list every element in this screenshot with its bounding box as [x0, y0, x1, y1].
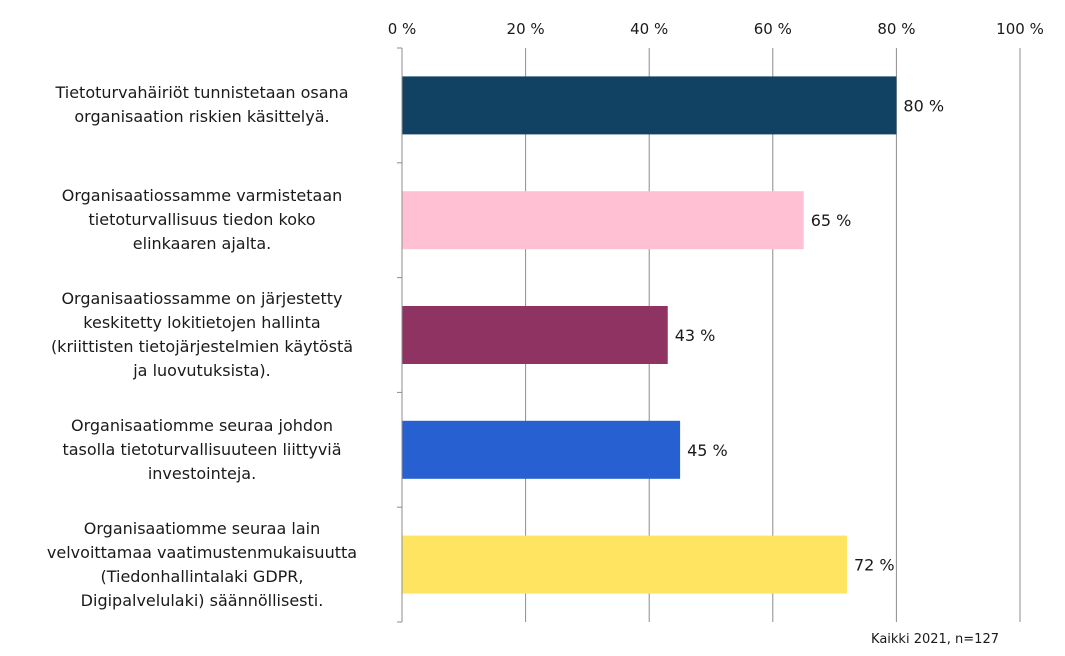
category-label-line: tietoturvallisuus tiedon koko: [88, 210, 316, 230]
x-tick-label: 40 %: [630, 20, 668, 38]
bar: [402, 191, 804, 250]
data-label: 45 %: [687, 441, 728, 460]
data-labels: 80 % 65 % 43 % 45 % 72 %: [675, 96, 944, 574]
bar: [402, 76, 897, 135]
bar: [402, 306, 668, 364]
category-label: Organisaatiomme seuraa johdon tasolla tie…: [12, 414, 392, 486]
category-label-line: Tietoturvahäiriöt tunnistetaan osana: [55, 83, 349, 103]
category-label-line: elinkaaren ajalta.: [132, 234, 272, 254]
category-label-line: organisaation riskien käsittelyä.: [74, 107, 330, 127]
data-label: 43 %: [675, 326, 716, 345]
category-label-line: (kriittisten tietojärjestelmien käytöstä: [50, 337, 354, 356]
category-label: Organisaatiomme seuraa lain velvoittamaa …: [12, 517, 392, 613]
x-axis-tick-labels: 0 % 20 % 40 % 60 % 80 % 100 %: [388, 20, 1044, 38]
category-label-line: Organisaatiomme seuraa lain: [83, 518, 321, 538]
category-label-line: (Tiedonhallintalaki GDPR,: [100, 566, 304, 586]
x-tick-label: 80 %: [877, 20, 915, 38]
x-tick-label: 0 %: [388, 20, 417, 38]
bars: [402, 76, 897, 594]
category-label-line: velvoittamaa vaatimustenmukaisuutta: [46, 542, 358, 562]
bar: [402, 535, 847, 594]
data-label: 65 %: [811, 211, 852, 230]
data-label: 80 %: [903, 96, 944, 115]
bar: [402, 420, 681, 479]
category-label-line: Organisaatiossamme on järjestetty: [61, 289, 343, 308]
y-axis: [397, 47, 403, 623]
category-label-line: Digipalvelulaki) säännöllisesti.: [80, 590, 324, 610]
x-tick-label: 20 %: [507, 20, 545, 38]
category-label-line: tasolla tietoturvallisuuteen liittyviä: [62, 439, 342, 459]
x-tick-label: 100 %: [996, 20, 1044, 38]
category-label-line: Organisaatiomme seuraa johdon: [70, 415, 334, 435]
category-label-line: keskitetty lokitietojen hallinta: [83, 313, 321, 332]
category-label: Organisaatiossamme varmistetaan tietoturv…: [12, 184, 392, 256]
x-tick-label: 60 %: [754, 20, 792, 38]
category-label-line: Organisaatiossamme varmistetaan: [61, 186, 343, 206]
gridlines: [525, 48, 1021, 622]
category-label: Tietoturvahäiriöt tunnistetaan osana orga…: [12, 81, 392, 129]
category-label-line: investointeja.: [147, 463, 257, 483]
category-label-line: ja luovutuksista).: [133, 361, 271, 380]
category-label: Organisaatiossamme on järjestetty keskite…: [12, 287, 392, 383]
data-label: 72 %: [854, 556, 895, 575]
footnote: Kaikki 2021, n=127: [871, 632, 999, 647]
